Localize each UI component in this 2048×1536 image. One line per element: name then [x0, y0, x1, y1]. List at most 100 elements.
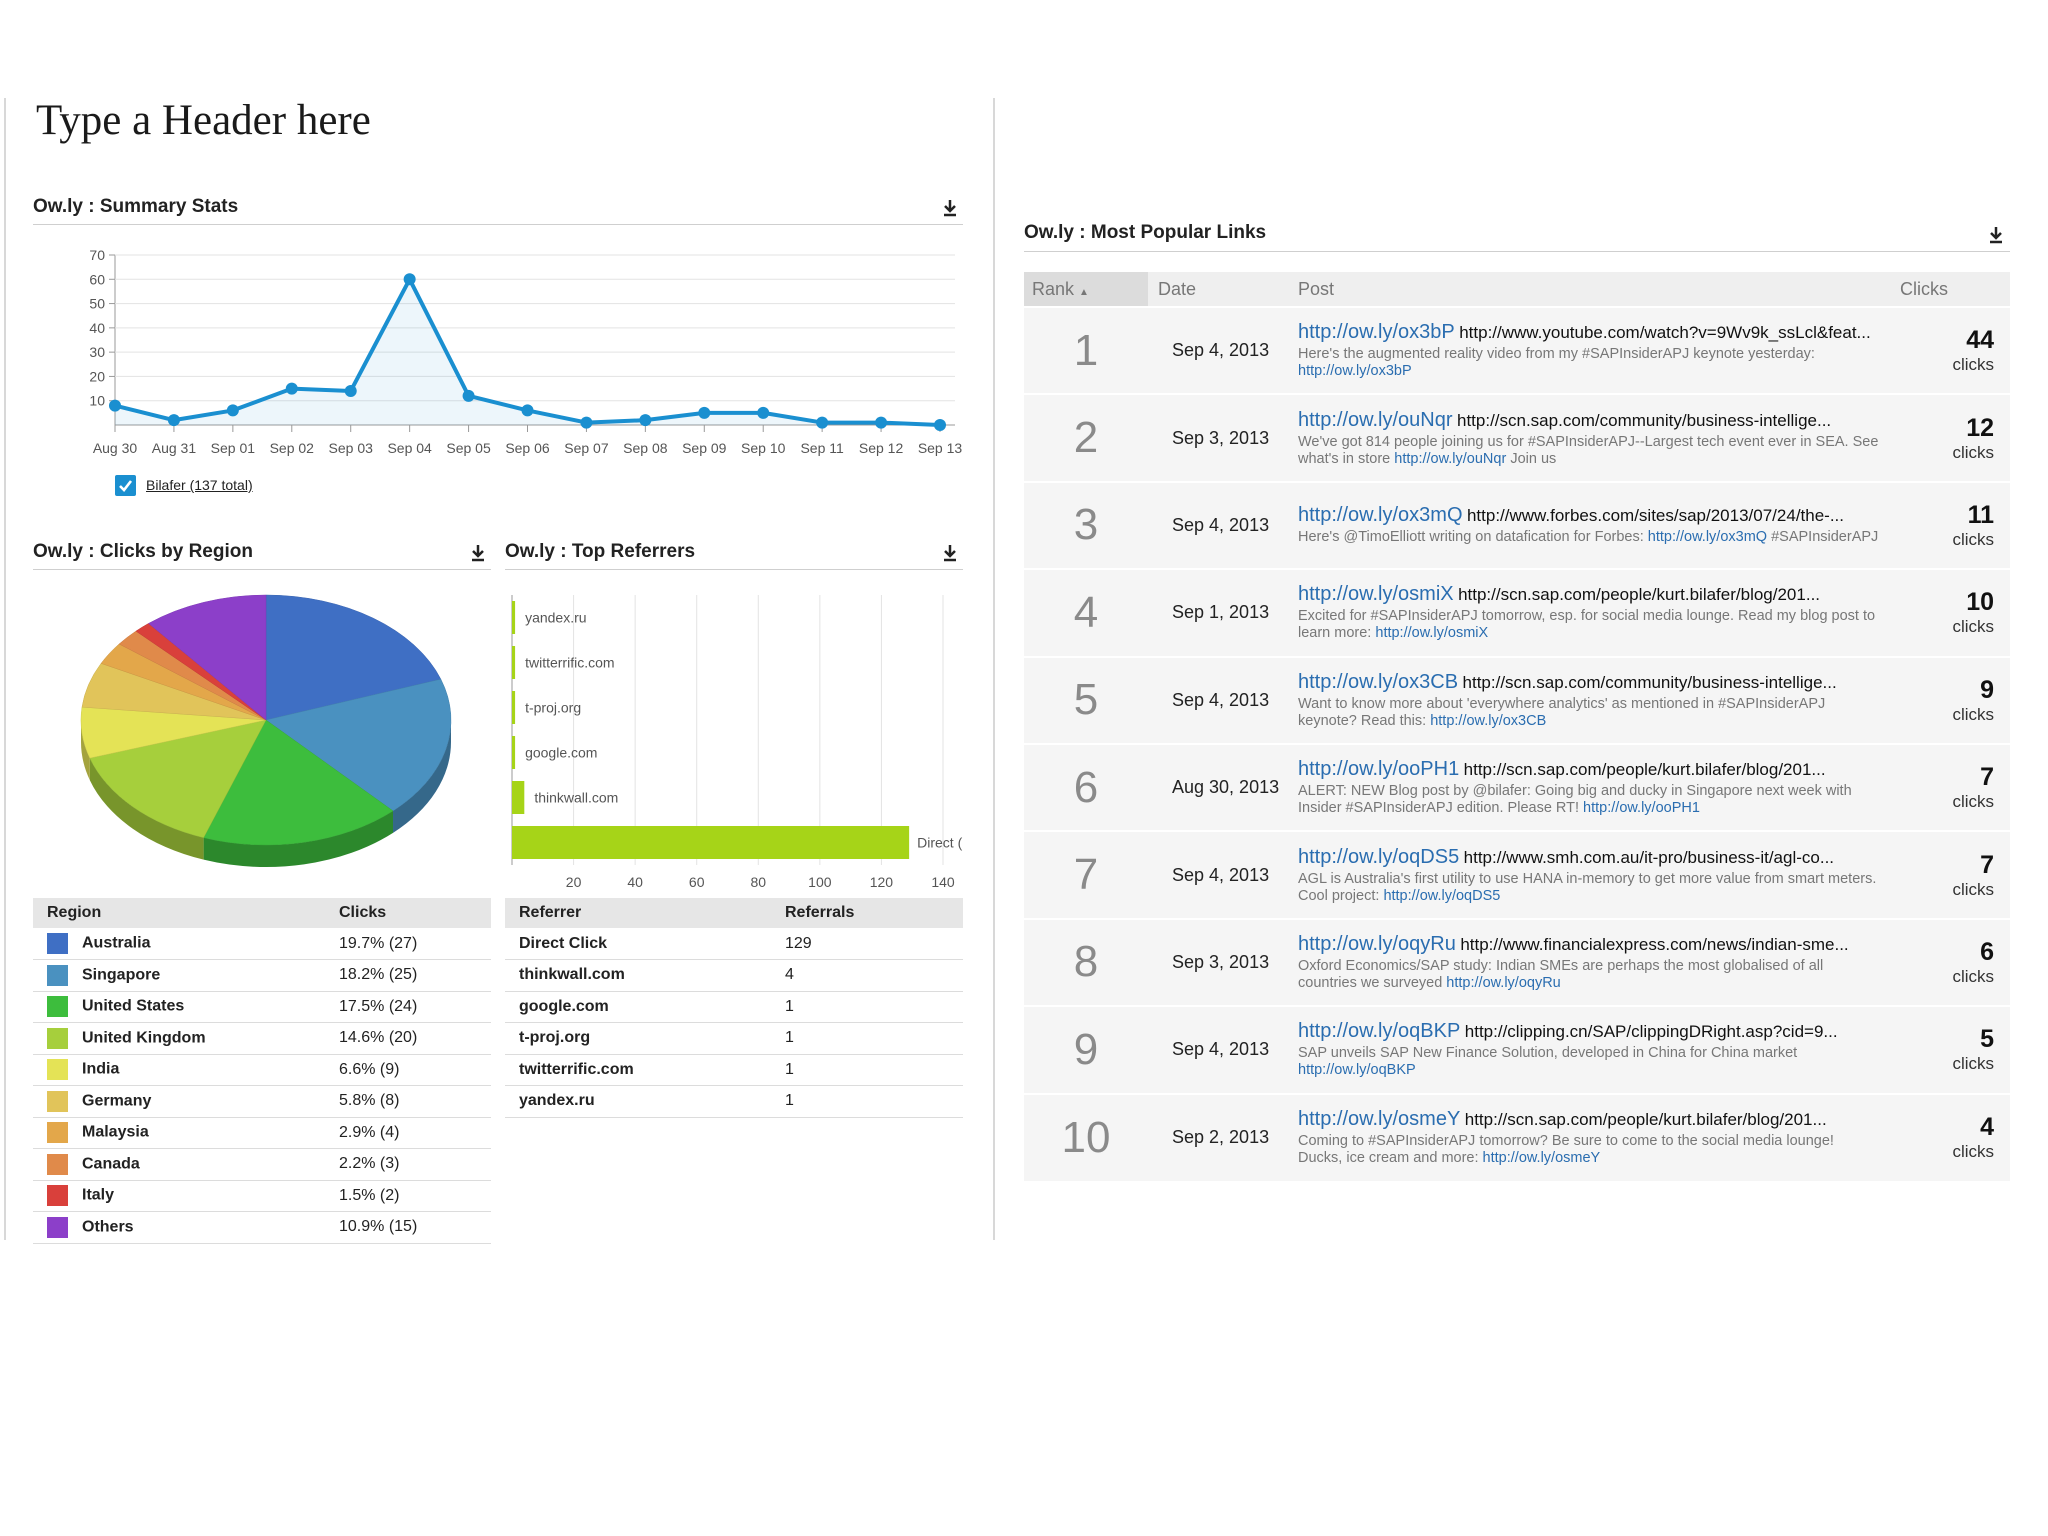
table-row[interactable]: Others 10.9% (15): [33, 1211, 491, 1244]
long-link[interactable]: http://www.smh.com.au/it-pro/business-it…: [1463, 847, 1835, 867]
link-row[interactable]: 8 Sep 3, 2013 http://ow.ly/oqyRu http://ww…: [1024, 917, 2010, 1007]
description-link[interactable]: http://ow.ly/ooPH1: [1583, 800, 1700, 817]
data-point[interactable]: [698, 406, 711, 419]
post-links: http://ow.ly/ox3mQ http://www.forbes.com…: [1298, 504, 1882, 527]
long-link[interactable]: http://scn.sap.com/people/kurt.bilafer/b…: [1464, 1110, 1827, 1130]
link-row[interactable]: 7 Sep 4, 2013 http://ow.ly/oqDS5 http://ww…: [1024, 830, 2010, 919]
table-row[interactable]: Malaysia 2.9% (4): [33, 1117, 491, 1149]
referrer-column-header[interactable]: Referrer: [505, 898, 771, 928]
table-row[interactable]: yandex.ru 1: [505, 1085, 963, 1118]
link-row[interactable]: 5 Sep 4, 2013 http://ow.ly/ox3CB http://sc…: [1024, 655, 2010, 744]
long-link[interactable]: http://www.financialexpress.com/news/ind…: [1460, 934, 1849, 954]
link-row[interactable]: 3 Sep 4, 2013 http://ow.ly/ox3mQ http://ww…: [1024, 480, 2010, 570]
short-link[interactable]: http://ow.ly/ooPH1: [1298, 758, 1460, 781]
referrer-bar[interactable]: [512, 601, 516, 634]
data-point[interactable]: [285, 382, 298, 395]
data-point[interactable]: [816, 416, 829, 429]
referrer-bar[interactable]: [512, 736, 516, 769]
description-link[interactable]: http://ow.ly/oqyRu: [1446, 974, 1561, 991]
table-row[interactable]: Direct Click 129: [505, 928, 963, 960]
long-link[interactable]: http://clipping.cn/SAP/clippingDRight.as…: [1464, 1022, 1838, 1042]
data-point[interactable]: [403, 273, 416, 286]
post-column-header[interactable]: Post: [1282, 272, 1890, 307]
table-row[interactable]: United Kingdom 14.6% (20): [33, 1022, 491, 1055]
link-row[interactable]: 1 Sep 4, 2013 http://ow.ly/ox3bP http://ww…: [1024, 305, 2010, 395]
long-link[interactable]: http://scn.sap.com/community/business-in…: [1462, 672, 1837, 692]
pie-slice[interactable]: [89, 719, 267, 838]
data-point[interactable]: [167, 414, 180, 427]
post-links: http://ow.ly/osmeY http://scn.sap.com/pe…: [1298, 1108, 1882, 1131]
table-row[interactable]: thinkwall.com 4: [505, 959, 963, 992]
referrals-column-header[interactable]: Referrals: [771, 898, 963, 928]
short-link[interactable]: http://ow.ly/ox3mQ: [1298, 504, 1463, 527]
data-point[interactable]: [875, 416, 888, 429]
pie-slice[interactable]: [203, 719, 394, 846]
long-link[interactable]: http://scn.sap.com/people/kurt.bilafer/b…: [1463, 760, 1826, 780]
rank-column-header[interactable]: Rank ▲: [1024, 272, 1148, 307]
description-link[interactable]: http://ow.ly/osmeY: [1482, 1150, 1601, 1167]
date-column-header[interactable]: Date: [1148, 272, 1282, 307]
description-link[interactable]: http://ow.ly/oqBKP: [1298, 1062, 1416, 1079]
table-row[interactable]: United States 17.5% (24): [33, 991, 491, 1023]
description-link[interactable]: http://ow.ly/ox3bP: [1298, 363, 1412, 380]
short-link[interactable]: http://ow.ly/osmeY: [1298, 1108, 1461, 1131]
short-link[interactable]: http://ow.ly/oqyRu: [1298, 932, 1456, 955]
table-row[interactable]: Singapore 18.2% (25): [33, 959, 491, 992]
pie-slice[interactable]: [265, 594, 442, 721]
referrer-bar[interactable]: [512, 646, 516, 679]
download-icon[interactable]: [1988, 226, 2004, 244]
table-row[interactable]: Australia 19.7% (27): [33, 928, 491, 960]
data-point[interactable]: [521, 404, 534, 417]
table-row[interactable]: Italy 1.5% (2): [33, 1180, 491, 1212]
data-point[interactable]: [462, 389, 475, 402]
link-row[interactable]: 4 Sep 1, 2013 http://ow.ly/osmiX http://sc…: [1024, 568, 2010, 657]
long-link[interactable]: http://www.youtube.com/watch?v=9Wv9k_ssL…: [1459, 323, 1871, 343]
description-link[interactable]: http://ow.ly/osmiX: [1375, 625, 1489, 642]
data-point[interactable]: [639, 414, 652, 427]
short-link[interactable]: http://ow.ly/oqBKP: [1298, 1020, 1461, 1043]
description-link[interactable]: http://ow.ly/ox3CB: [1430, 712, 1547, 729]
short-link[interactable]: http://ow.ly/osmiX: [1298, 583, 1454, 606]
legend-series-label[interactable]: Bilafer (137 total): [146, 477, 253, 493]
data-point[interactable]: [109, 399, 121, 412]
link-row[interactable]: 2 Sep 3, 2013 http://ow.ly/ouNqr http://sc…: [1024, 393, 2010, 482]
description-link[interactable]: http://ow.ly/ouNqr: [1394, 450, 1507, 467]
referrer-bar[interactable]: [512, 826, 910, 859]
table-row[interactable]: India 6.6% (9): [33, 1054, 491, 1086]
clicks-column-header[interactable]: Clicks: [325, 898, 491, 928]
description-link[interactable]: http://ow.ly/ox3mQ: [1647, 529, 1768, 546]
long-link[interactable]: http://scn.sap.com/people/kurt.bilafer/b…: [1458, 585, 1821, 605]
legend-checkbox[interactable]: [115, 475, 136, 496]
table-row[interactable]: t-proj.org 1: [505, 1022, 963, 1055]
data-point[interactable]: [757, 406, 770, 419]
pie-slice[interactable]: [148, 594, 267, 721]
data-point[interactable]: [226, 404, 239, 417]
short-link[interactable]: http://ow.ly/oqDS5: [1298, 845, 1460, 868]
clicks-column-header[interactable]: Clicks: [1890, 272, 2010, 307]
download-icon[interactable]: [942, 544, 958, 562]
short-link[interactable]: http://ow.ly/ouNqr: [1298, 408, 1453, 431]
referrer-bar[interactable]: [512, 691, 516, 724]
link-row[interactable]: 6 Aug 30, 2013 http://ow.ly/ooPH1 http://s…: [1024, 742, 2010, 832]
long-link[interactable]: http://scn.sap.com/community/business-in…: [1456, 410, 1832, 430]
download-icon[interactable]: [470, 544, 486, 562]
table-row[interactable]: twitterrific.com 1: [505, 1054, 963, 1086]
description-link[interactable]: http://ow.ly/oqDS5: [1383, 887, 1501, 904]
download-icon[interactable]: [942, 199, 958, 217]
link-row[interactable]: 10 Sep 2, 2013 http://ow.ly/osmeY http://s…: [1024, 1092, 2010, 1181]
data-point[interactable]: [580, 416, 593, 429]
table-row[interactable]: google.com 1: [505, 991, 963, 1023]
referrer-bar[interactable]: [512, 781, 525, 814]
table-row[interactable]: Canada 2.2% (3): [33, 1148, 491, 1181]
link-row[interactable]: 9 Sep 4, 2013 http://ow.ly/oqBKP http://cl…: [1024, 1005, 2010, 1094]
data-point[interactable]: [344, 385, 357, 397]
table-row[interactable]: Germany 5.8% (8): [33, 1085, 491, 1118]
post-date: Sep 4, 2013: [1148, 655, 1282, 744]
pie-slice[interactable]: [265, 678, 452, 812]
page-header[interactable]: Type a Header here: [36, 97, 371, 144]
long-link[interactable]: http://www.forbes.com/sites/sap/2013/07/…: [1466, 506, 1844, 526]
short-link[interactable]: http://ow.ly/ox3bP: [1298, 321, 1455, 344]
data-point[interactable]: [934, 419, 946, 431]
region-column-header[interactable]: Region: [33, 898, 325, 928]
short-link[interactable]: http://ow.ly/ox3CB: [1298, 670, 1459, 693]
